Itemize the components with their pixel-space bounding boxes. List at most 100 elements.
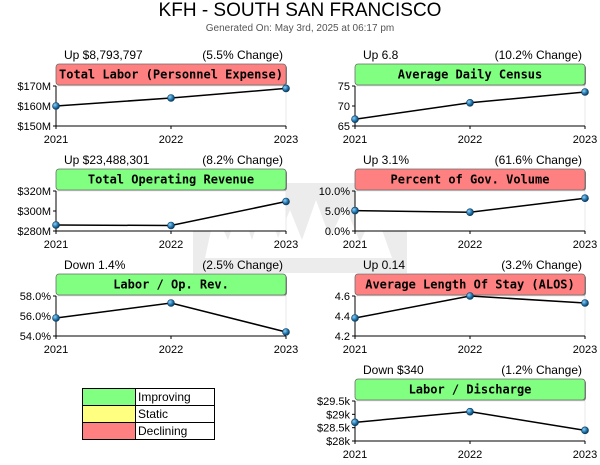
chart-title: Percent of Gov. Volume: [391, 173, 550, 187]
data-point: [167, 94, 175, 102]
data-point: [351, 418, 359, 427]
data-point: [52, 221, 60, 229]
x-tick-label: 2021: [343, 449, 367, 461]
chart-change: (10.2% Change): [495, 48, 582, 62]
legend-label-improving: Improving: [135, 388, 215, 406]
data-point: [351, 115, 359, 123]
x-tick-label: 2021: [44, 239, 68, 251]
legend-label-static: Static: [135, 405, 215, 423]
y-tick-label: 58.0%: [20, 291, 51, 303]
y-tick-label: $160M: [17, 101, 51, 113]
plot-area: [55, 85, 287, 127]
x-tick-label: 2022: [458, 134, 482, 146]
chart-summary: Down 1.4%: [64, 258, 126, 272]
chart-change: (8.2% Change): [202, 153, 283, 167]
chart-panel: Up 3.1% (61.6% Change) Percent of Gov. Vol…: [319, 153, 597, 251]
data-point: [466, 407, 474, 416]
y-tick-label: $320M: [17, 186, 51, 198]
legend-swatch-declining: [82, 422, 136, 440]
y-tick-label: 65: [338, 121, 350, 133]
data-point: [52, 314, 60, 322]
page-title: KFH - SOUTH SAN FRANCISCO: [158, 0, 442, 21]
chart-panel: Up $8,793,797 (5.5% Change) Total Labor (P…: [17, 48, 298, 146]
data-point: [167, 221, 175, 230]
x-tick-label: 2021: [44, 134, 68, 146]
x-tick-label: 2022: [159, 239, 183, 251]
y-tick-label: 4.4: [335, 311, 350, 323]
data-point: [351, 206, 359, 215]
plot-area: [354, 400, 586, 442]
title-banner: [55, 273, 287, 296]
title-banner: [354, 63, 586, 86]
legend-label-declining: Declining: [135, 422, 215, 440]
chart-panel: Up $23,488,301 (8.2% Change) Total Operati…: [17, 153, 298, 251]
chart-title: Labor / Op. Rev.: [113, 278, 229, 292]
chart-change: (5.5% Change): [202, 48, 283, 62]
chart-panel: Down 1.4% (2.5% Change) Labor / Op. Rev. 54…: [20, 258, 298, 356]
x-tick-label: 2023: [274, 344, 298, 356]
data-point: [581, 194, 589, 202]
x-tick-label: 2022: [159, 344, 183, 356]
data-point: [167, 299, 175, 307]
chart-change: (61.6% Change): [495, 153, 582, 167]
chart-title: Average Daily Census: [398, 68, 543, 82]
data-point: [466, 208, 474, 216]
chart-title: Labor / Discharge: [409, 383, 532, 397]
y-tick-label: $29.5k: [317, 396, 351, 408]
legend: Improving Static Declining: [82, 388, 215, 440]
x-tick-label: 2021: [343, 344, 367, 356]
y-tick-label: $150M: [17, 121, 51, 133]
y-tick-label: $280M: [17, 226, 51, 238]
x-tick-label: 2022: [159, 134, 183, 146]
chart-summary: Down $340: [363, 363, 424, 377]
x-tick-label: 2023: [274, 134, 298, 146]
y-tick-label: 70: [338, 101, 350, 113]
legend-item-static: Static: [82, 405, 215, 423]
chart-summary: Up 0.14: [363, 258, 405, 272]
y-tick-label: 4.6: [335, 291, 350, 303]
title-banner: [55, 168, 287, 191]
y-tick-label: $28k: [326, 436, 350, 448]
data-point: [282, 197, 290, 206]
generated-timestamp: Generated On: May 3rd, 2025 at 06:17 pm: [205, 23, 395, 34]
y-tick-label: 75: [338, 81, 350, 93]
x-tick-label: 2023: [573, 134, 597, 146]
data-point: [282, 84, 290, 93]
y-tick-label: $170M: [17, 81, 51, 93]
y-tick-label: 0.0%: [325, 226, 350, 238]
y-tick-label: 56.0%: [20, 311, 51, 323]
data-point: [466, 292, 474, 300]
data-point: [282, 328, 290, 336]
y-tick-label: $28.5k: [317, 423, 351, 435]
chart-panel: Down $340 (1.2% Change) Labor / Discharge $…: [317, 363, 597, 461]
data-point: [581, 299, 589, 307]
legend-item-improving: Improving: [82, 388, 215, 406]
x-tick-label: 2022: [458, 239, 482, 251]
x-tick-label: 2022: [458, 449, 482, 461]
chart-title: Total Labor (Personnel Expense): [59, 68, 283, 82]
data-point: [581, 426, 589, 435]
x-tick-label: 2021: [343, 134, 367, 146]
chart-summary: Up $8,793,797: [64, 48, 143, 62]
x-tick-label: 2023: [573, 449, 597, 461]
chart-change: (3.2% Change): [501, 258, 582, 272]
legend-item-declining: Declining: [82, 422, 215, 440]
x-tick-label: 2022: [458, 344, 482, 356]
y-tick-label: 54.0%: [20, 331, 51, 343]
legend-swatch-improving: [82, 388, 136, 406]
chart-title: Average Length Of Stay (ALOS): [365, 278, 575, 292]
x-tick-label: 2023: [573, 344, 597, 356]
y-tick-label: 10.0%: [319, 186, 350, 198]
chart-summary: Up 6.8: [363, 48, 399, 62]
data-point: [466, 99, 474, 107]
data-point: [351, 314, 359, 322]
chart-summary: Up 3.1%: [363, 153, 409, 167]
y-tick-label: 5.0%: [325, 206, 350, 218]
data-point: [581, 88, 589, 96]
title-banner: [354, 378, 586, 401]
y-tick-label: 4.2: [335, 331, 350, 343]
x-tick-label: 2023: [274, 239, 298, 251]
y-tick-label: $300M: [17, 206, 51, 218]
x-tick-label: 2021: [44, 344, 68, 356]
